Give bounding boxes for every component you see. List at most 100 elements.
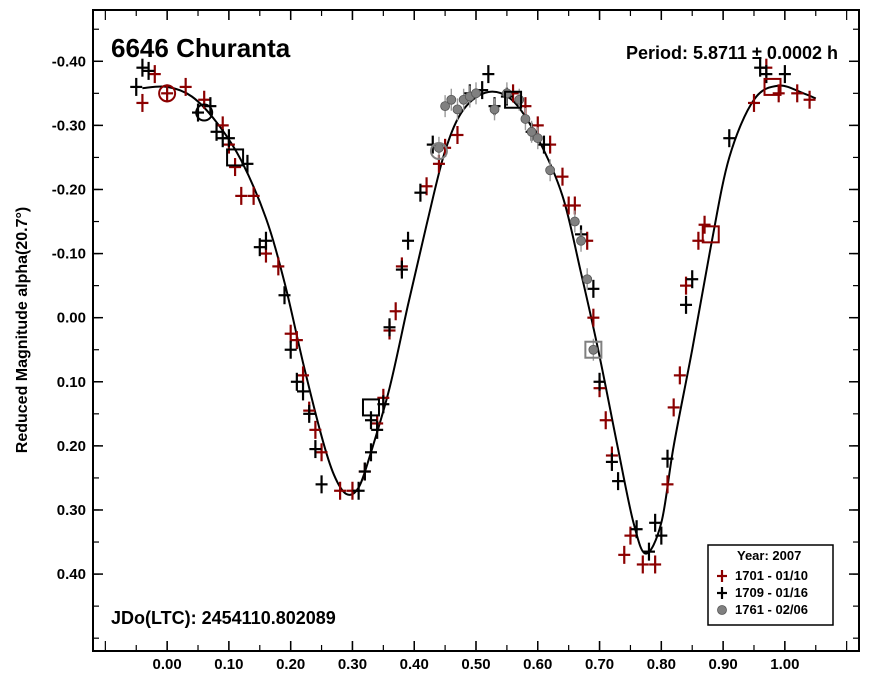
point-1709 <box>587 279 600 298</box>
legend-box <box>707 544 834 626</box>
x-tick-label: 0.00 <box>153 656 182 673</box>
point-1709 <box>222 129 235 148</box>
point-1709 <box>612 472 625 491</box>
point-1701 <box>272 257 285 276</box>
point-1701 <box>420 177 433 196</box>
point-1709 <box>642 542 655 561</box>
point-1709 <box>537 135 550 154</box>
y-tick-label: 0.10 <box>57 374 86 391</box>
point-1709 <box>661 449 674 468</box>
point-1701 <box>791 84 804 103</box>
point-1701 <box>290 331 303 350</box>
y-tick-label: -0.30 <box>52 117 86 134</box>
point-1761 <box>582 268 593 291</box>
highlight-square-marker <box>763 77 782 96</box>
point-1709 <box>593 372 606 391</box>
point-1709 <box>680 295 693 314</box>
point-1709 <box>605 452 618 471</box>
legend: Year: 2007 1701 - 01/10 1709 - 01/16 176… <box>707 544 834 626</box>
point-1701 <box>649 555 662 574</box>
highlight-square-marker <box>701 225 720 244</box>
point-1709 <box>649 513 662 532</box>
point-1709 <box>358 462 371 481</box>
point-1761 <box>452 98 463 121</box>
epoch-label: JDo(LTC): 2454110.802089 <box>111 608 336 628</box>
point-1709 <box>371 420 384 439</box>
legend-marker-1709 <box>717 587 727 599</box>
point-1761 <box>440 95 451 118</box>
point-1709 <box>142 61 155 80</box>
x-tick-label: 0.50 <box>461 656 490 673</box>
point-1709 <box>210 122 223 141</box>
chart-title: 6646 Churanta <box>111 33 291 63</box>
legend-entry-1709: 1709 - 01/16 <box>735 585 808 600</box>
x-tick-label: 0.90 <box>708 656 737 673</box>
point-1701 <box>148 65 161 84</box>
y-tick-label: 0.00 <box>57 310 86 327</box>
point-1701 <box>179 77 192 96</box>
point-1701 <box>556 167 569 186</box>
point-1761 <box>526 120 537 143</box>
point-1709 <box>723 129 736 148</box>
y-tick-label: -0.40 <box>52 53 86 70</box>
x-tick-label: 0.10 <box>214 656 243 673</box>
point-1701 <box>309 420 322 439</box>
point-1761 <box>489 98 500 121</box>
point-1701 <box>161 84 174 103</box>
y-tick-label: 0.40 <box>57 566 86 583</box>
point-1761 <box>569 210 580 233</box>
x-tick-label: 0.70 <box>585 656 614 673</box>
y-axis-label: Reduced Magnitude alpha(20.7°) <box>14 207 31 453</box>
point-1709 <box>395 260 408 279</box>
point-1701 <box>587 308 600 327</box>
point-1709 <box>364 411 377 430</box>
point-1701 <box>680 276 693 295</box>
point-1709 <box>284 340 297 359</box>
x-tick-label: 0.80 <box>647 656 676 673</box>
highlight-square-marker <box>504 90 523 109</box>
point-1761 <box>545 159 556 182</box>
point-1701 <box>235 186 248 205</box>
point-1709 <box>630 520 643 539</box>
x-tick-label: 0.40 <box>400 656 429 673</box>
point-1701 <box>624 526 637 545</box>
point-1701 <box>136 93 149 112</box>
point-1701 <box>803 90 816 109</box>
point-1761 <box>520 107 531 130</box>
point-1709 <box>760 65 773 84</box>
point-1709 <box>303 404 316 423</box>
point-1709 <box>364 443 377 462</box>
point-1709 <box>655 526 668 545</box>
x-tick-label: 0.60 <box>523 656 552 673</box>
y-tick-label: -0.10 <box>52 246 86 263</box>
highlight-circle-marker <box>158 84 177 103</box>
point-1709 <box>352 481 365 500</box>
highlight-circle-marker <box>195 103 214 122</box>
point-1709 <box>290 372 303 391</box>
point-1709 <box>309 440 322 459</box>
point-1709 <box>259 231 272 250</box>
point-1701 <box>698 215 711 234</box>
point-1709 <box>253 238 266 257</box>
legend-title: Year: 2007 <box>737 548 801 563</box>
data-points-layer <box>130 58 816 574</box>
point-1709 <box>297 382 310 401</box>
period-label: Period: 5.8711 ± 0.0002 h <box>626 43 838 63</box>
point-1701 <box>284 324 297 343</box>
point-1709 <box>686 270 699 289</box>
point-1701 <box>599 411 612 430</box>
point-1701 <box>389 302 402 321</box>
point-1701 <box>667 398 680 417</box>
point-1701 <box>618 545 631 564</box>
point-1709 <box>778 65 791 84</box>
legend-entry-1701: 1701 - 01/10 <box>735 568 808 583</box>
point-1709 <box>414 183 427 202</box>
y-tick-label: 0.30 <box>57 502 86 519</box>
highlight-square-marker <box>226 148 245 167</box>
point-1709 <box>482 65 495 84</box>
point-1701 <box>198 90 211 109</box>
legend-entry-1761: 1761 - 02/06 <box>735 602 808 617</box>
highlight-circle-marker <box>429 142 448 161</box>
point-1701 <box>451 125 464 144</box>
